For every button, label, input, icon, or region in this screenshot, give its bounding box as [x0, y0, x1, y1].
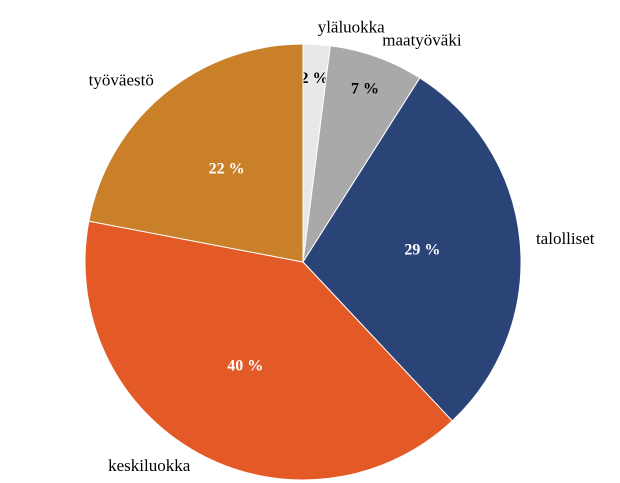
pie-slice: [302, 77, 522, 422]
category-label: keskiluokka: [108, 456, 191, 475]
value-label: 40 %: [227, 358, 263, 375]
value-label: 22 %: [209, 160, 245, 177]
value-label: 2 %: [300, 70, 328, 87]
category-label: työväestö: [89, 71, 154, 90]
category-label: talolliset: [536, 229, 595, 248]
category-label: yläluokka: [318, 17, 385, 36]
value-label: 29 %: [404, 241, 440, 258]
pie-slice: [84, 220, 453, 481]
pie-slice: [88, 43, 304, 263]
value-label: 7 %: [351, 80, 379, 97]
category-label: maatyöväki: [382, 31, 462, 50]
